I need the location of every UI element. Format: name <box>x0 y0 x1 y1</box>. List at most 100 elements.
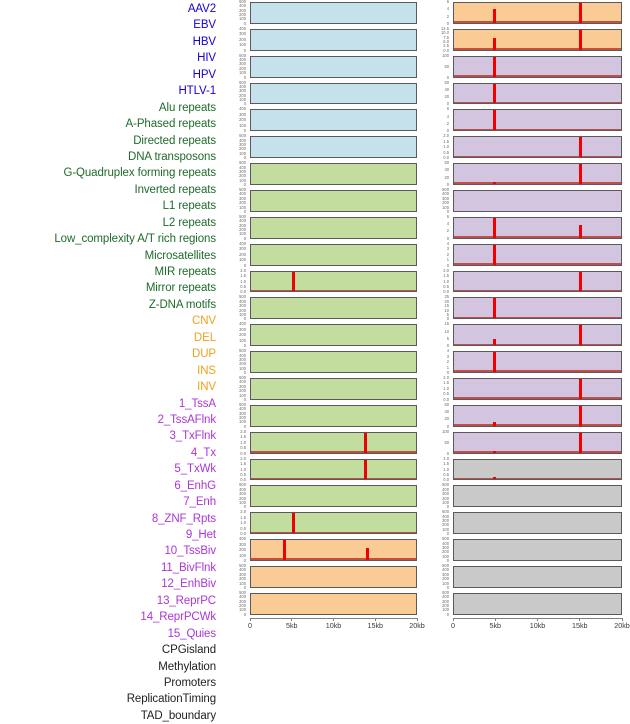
track-plot-area[interactable] <box>453 109 622 132</box>
track-bar[interactable] <box>493 244 497 265</box>
track[interactable]: 0 100 200 300 400 500 <box>222 161 418 188</box>
track-plot-area[interactable] <box>453 592 622 615</box>
track-plot-area[interactable] <box>453 324 622 347</box>
track[interactable]: 0 100 200 300 400 500 <box>222 80 418 108</box>
track[interactable]: 0 100 200 300 400 500 <box>222 349 418 376</box>
track-bar[interactable] <box>493 339 497 346</box>
track-plot-area[interactable] <box>250 109 417 132</box>
track-bar[interactable] <box>578 432 582 453</box>
track-bar[interactable] <box>291 513 295 534</box>
track[interactable]: 0 100 200 300 400 500 <box>222 590 418 618</box>
track[interactable]: 0 100 200 300 400 500 <box>425 537 623 564</box>
track-plot-area[interactable] <box>453 136 622 159</box>
track[interactable]: 0 100 200 300 400 <box>222 26 418 54</box>
track[interactable]: 0 100 200 300 400 500 <box>222 563 418 591</box>
track-plot-area[interactable] <box>250 431 417 454</box>
track-plot-area[interactable] <box>453 566 622 588</box>
track-plot-area[interactable] <box>453 297 622 320</box>
track-plot-area[interactable] <box>250 28 417 51</box>
track[interactable]: 0 20 40 60 <box>425 402 623 430</box>
track[interactable]: 0 100 200 300 400 <box>222 107 418 134</box>
track[interactable]: 0 50 100 <box>425 429 623 457</box>
track[interactable]: 0 100 200 300 400 500 <box>425 483 623 510</box>
track-bar[interactable] <box>493 37 497 50</box>
track-plot-area[interactable] <box>250 136 417 159</box>
track-bar[interactable] <box>578 225 582 238</box>
track[interactable]: 0 100 200 300 400 <box>222 322 418 349</box>
track[interactable]: 0 50 100 <box>425 53 623 81</box>
track[interactable]: 0.0 0.5 1.0 1.5 2.0 <box>425 375 623 403</box>
track[interactable]: 0.0 0.5 1.0 1.5 2.0 <box>425 268 623 296</box>
track-bar[interactable] <box>493 83 497 104</box>
track-plot-area[interactable] <box>250 404 417 427</box>
track-bar[interactable] <box>283 540 287 561</box>
track-plot-area[interactable] <box>250 539 417 562</box>
track-bar[interactable] <box>578 29 582 50</box>
track-plot-area[interactable] <box>453 270 622 293</box>
track[interactable]: 0.0 0.5 1.0 1.5 2.0 <box>222 268 418 296</box>
track-bar[interactable] <box>578 137 582 158</box>
track-plot-area[interactable] <box>453 378 622 400</box>
track-bar[interactable] <box>493 421 497 426</box>
track[interactable]: 0.0 0.5 1.0 1.5 2.0 <box>222 456 418 484</box>
track[interactable]: 0.0 0.5 1.0 1.5 2.0 <box>425 134 623 161</box>
track-plot-area[interactable] <box>250 82 417 105</box>
track-bar[interactable] <box>493 477 497 480</box>
track-bar[interactable] <box>578 405 582 426</box>
track-plot-area[interactable] <box>453 2 622 24</box>
track[interactable]: 0 100 200 300 400 500 <box>222 402 418 430</box>
track-plot-area[interactable] <box>250 351 417 374</box>
track[interactable]: 0 100 200 300 400 500 <box>425 563 623 591</box>
track-bar[interactable] <box>493 298 497 319</box>
track-plot-area[interactable] <box>453 431 622 454</box>
track-plot-area[interactable] <box>453 163 622 186</box>
track-plot-area[interactable] <box>250 163 417 186</box>
track-plot-area[interactable] <box>250 458 417 481</box>
track[interactable]: 0 100 200 300 400 500 <box>222 0 418 27</box>
track-plot-area[interactable] <box>250 324 417 347</box>
track-bar[interactable] <box>364 459 368 480</box>
track[interactable]: 0 20 40 60 <box>425 161 623 188</box>
track-bar[interactable] <box>365 547 369 561</box>
track-plot-area[interactable] <box>453 243 622 266</box>
track-plot-area[interactable] <box>250 297 417 320</box>
track[interactable]: 0 100 200 300 400 500 <box>222 53 418 81</box>
track-plot-area[interactable] <box>453 404 622 427</box>
track[interactable]: 0 100 200 300 400 500 <box>222 134 418 161</box>
track-bar[interactable] <box>493 450 497 453</box>
track-plot-area[interactable] <box>250 216 417 239</box>
track[interactable]: 0 5 10 15 20 25 <box>425 295 623 322</box>
track-plot-area[interactable] <box>250 270 417 293</box>
track[interactable]: 0 100 200 300 400 500 <box>425 590 623 618</box>
track-bar[interactable] <box>493 181 497 185</box>
track-bar[interactable] <box>578 271 582 292</box>
track-plot-area[interactable] <box>250 512 417 535</box>
track[interactable]: 0 100 200 300 400 500 <box>222 214 418 242</box>
track[interactable]: 0 100 200 300 400 500 <box>222 483 418 510</box>
track-plot-area[interactable] <box>453 55 622 78</box>
track-plot-area[interactable] <box>250 592 417 615</box>
track-bar[interactable] <box>493 8 497 23</box>
track[interactable]: 0 100 200 300 400 500 <box>222 295 418 322</box>
track-plot-area[interactable] <box>453 216 622 239</box>
track-bar[interactable] <box>364 432 368 453</box>
track[interactable]: 0 100 200 300 400 500 <box>425 187 623 215</box>
track-plot-area[interactable] <box>453 539 622 562</box>
track-plot-area[interactable] <box>250 378 417 400</box>
track-plot-area[interactable] <box>453 82 622 105</box>
track[interactable]: 0 100 200 300 400 500 <box>222 187 418 215</box>
track-plot-area[interactable] <box>250 2 417 24</box>
track-bar[interactable] <box>493 110 497 131</box>
track[interactable]: 0.0 0.5 1.0 1.5 2.0 <box>222 510 418 537</box>
track-bar[interactable] <box>493 352 497 373</box>
track-bar[interactable] <box>578 325 582 346</box>
track-bar[interactable] <box>578 164 582 185</box>
track-plot-area[interactable] <box>453 190 622 212</box>
track[interactable]: 0.0 0.5 1.0 1.5 2.0 <box>222 429 418 457</box>
track-plot-area[interactable] <box>453 351 622 374</box>
